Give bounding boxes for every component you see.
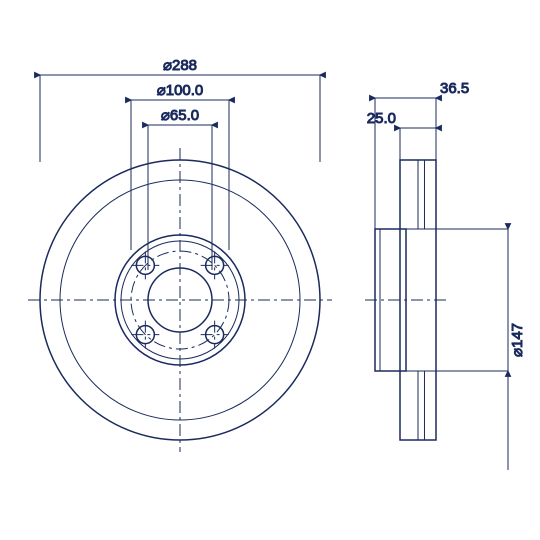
dim-w25: 25.0 <box>367 110 396 127</box>
dim-d288: ⌀288 <box>163 57 197 74</box>
dim-d147: ⌀147 <box>509 323 526 357</box>
brake-disc-drawing: ⌀288 ⌀100.0 ⌀65.0 36.5 25.0 ⌀147 <box>0 0 540 540</box>
dimensions: ⌀288 ⌀100.0 ⌀65.0 36.5 25.0 ⌀147 <box>35 57 526 470</box>
dim-d65: ⌀65.0 <box>161 107 199 124</box>
front-view <box>28 148 332 452</box>
side-view <box>365 160 448 440</box>
dim-d100: ⌀100.0 <box>157 82 204 99</box>
dim-w36_5: 36.5 <box>440 80 469 97</box>
drawing-root: ⌀288 ⌀100.0 ⌀65.0 36.5 25.0 ⌀147 <box>28 57 526 470</box>
